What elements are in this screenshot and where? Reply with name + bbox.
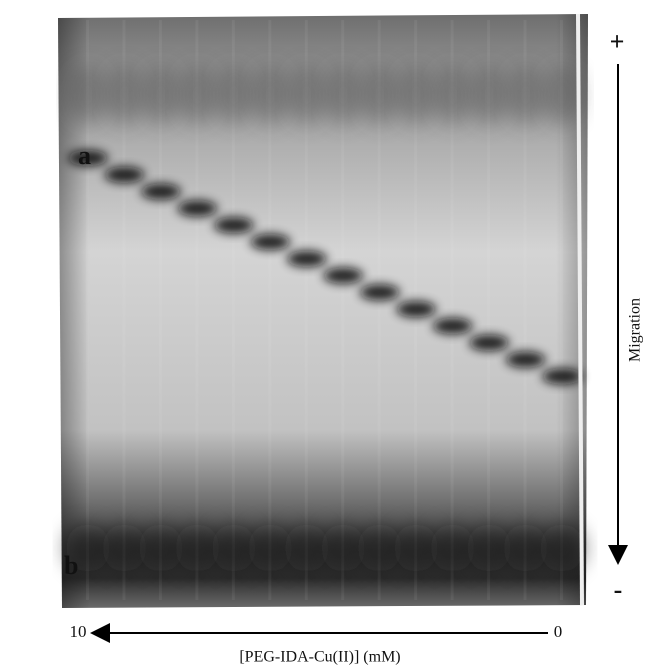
band-b	[540, 524, 584, 572]
band-a	[469, 334, 510, 351]
top-smear	[396, 65, 437, 125]
lane-streak	[450, 20, 454, 600]
top-smear	[505, 65, 546, 125]
band-a	[432, 318, 473, 334]
migration-label: Migration	[627, 298, 644, 362]
band-b	[503, 524, 548, 572]
top-smear	[104, 65, 145, 125]
high-concentration-label: 10	[70, 622, 87, 641]
band-b	[321, 524, 366, 572]
band-b	[248, 524, 293, 572]
top-smear	[323, 65, 364, 125]
band-b	[430, 524, 475, 572]
band-a	[177, 200, 218, 217]
band-a	[359, 284, 400, 301]
top-smear	[140, 65, 181, 125]
lanes	[66, 20, 584, 600]
band-a	[104, 166, 145, 183]
band-a	[140, 183, 181, 200]
band-b	[138, 524, 183, 572]
lane-streak	[268, 20, 272, 600]
lane-streak	[487, 20, 491, 600]
band-a	[542, 368, 582, 385]
concentration-axis-label: [PEG-IDA-Cu(II)] (mM)	[239, 649, 400, 666]
top-smear	[359, 65, 400, 125]
top-smear	[177, 65, 218, 125]
top-smear	[250, 65, 291, 125]
lane-streak	[195, 20, 199, 600]
band-b	[357, 524, 402, 572]
top-smear	[542, 65, 582, 125]
panel-label-a: a	[78, 141, 91, 170]
band-a	[396, 301, 437, 318]
lane-streak	[377, 20, 381, 600]
lane-streak	[341, 20, 345, 600]
low-concentration-label: 0	[554, 622, 563, 641]
band-b	[175, 524, 220, 572]
lane-streak	[231, 20, 235, 600]
gel-edge	[576, 13, 584, 606]
lane-streak	[86, 20, 89, 600]
top-smear	[432, 65, 473, 125]
band-b	[211, 524, 256, 572]
band-b	[394, 524, 439, 572]
band-b	[284, 524, 329, 572]
positive-label: +	[610, 27, 625, 56]
negative-label: -	[614, 575, 623, 604]
lane-streak	[158, 20, 162, 600]
top-smear	[213, 65, 254, 125]
lane-streak	[560, 20, 563, 600]
band-a	[505, 351, 546, 368]
band-a	[68, 150, 108, 166]
lane-streak	[304, 20, 308, 600]
band-a	[250, 234, 291, 250]
gel-shading	[58, 14, 588, 608]
gel-image	[58, 13, 588, 608]
top-smear	[469, 65, 510, 125]
band-b	[66, 524, 110, 572]
panel-label-b: b	[64, 551, 78, 580]
top-smear	[68, 65, 108, 125]
top-smear	[286, 65, 327, 125]
band-a	[213, 217, 254, 234]
lane-streak	[122, 20, 126, 600]
lane-streak	[523, 20, 527, 600]
band-b	[102, 524, 147, 572]
band-a	[286, 250, 327, 267]
band-b	[467, 524, 512, 572]
band-a	[323, 267, 364, 284]
